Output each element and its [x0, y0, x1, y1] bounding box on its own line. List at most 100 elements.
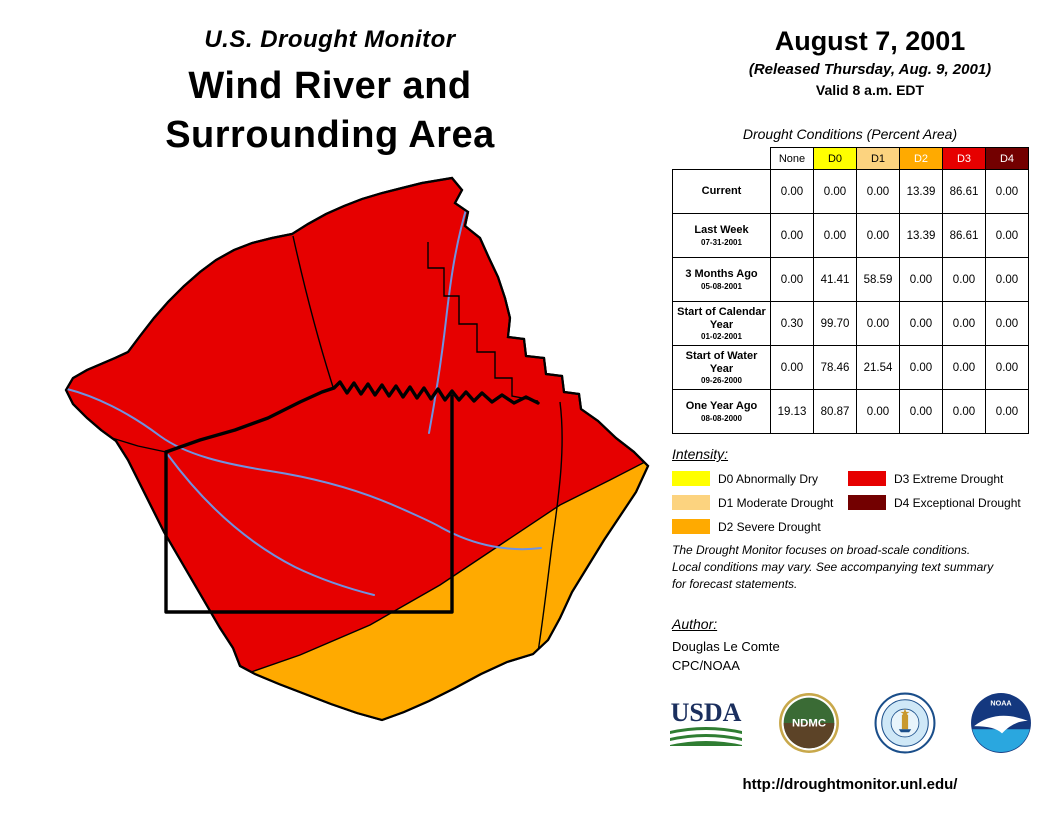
- value-cell: 0.00: [770, 169, 814, 214]
- reservation-boundary-ridge: [164, 380, 540, 454]
- disclaimer-text: The Drought Monitor focuses on broad-sca…: [672, 542, 1040, 592]
- value-cell: 0.00: [942, 257, 986, 302]
- basin-outline: [64, 176, 650, 722]
- row-date: 07-31-2001: [701, 237, 742, 247]
- legend-label: D3 Extreme Drought: [894, 471, 1004, 486]
- legend-label: D1 Moderate Drought: [718, 495, 834, 510]
- basin-boundary: [427, 242, 539, 402]
- d4-swatch: [848, 495, 886, 510]
- value-cell: 78.46: [813, 345, 857, 390]
- value-cell: 0.00: [985, 389, 1029, 434]
- drought-map: [64, 176, 650, 722]
- date-block: August 7, 2001 (Released Thursday, Aug. …: [700, 26, 1040, 98]
- value-cell: 0.00: [856, 213, 900, 258]
- drought-conditions-table: None D0 D1 D2 D3 D4 Current 0.00 0.00 0.…: [672, 147, 1029, 434]
- usda-logo: USDA: [668, 700, 744, 746]
- legend-label: D0 Abnormally Dry: [718, 471, 819, 486]
- table-row-last-week: Last Week 07-31-2001 0.00 0.00 0.00 13.3…: [672, 213, 1029, 258]
- legend-column-right: D3 Extreme Drought D4 Exceptional Drough…: [848, 471, 1021, 543]
- value-cell: 0.00: [942, 345, 986, 390]
- value-cell: 0.00: [899, 257, 943, 302]
- table-corner-cell: [672, 147, 771, 170]
- value-cell: 0.00: [985, 301, 1029, 346]
- released-date: (Released Thursday, Aug. 9, 2001): [748, 61, 992, 78]
- value-cell: 21.54: [856, 345, 900, 390]
- area-title: Wind River and Surrounding Area: [70, 62, 590, 161]
- value-cell: 0.00: [770, 213, 814, 258]
- value-cell: 0.00: [985, 169, 1029, 214]
- row-date: 09-26-2000: [701, 376, 742, 386]
- d2-swatch: [672, 519, 710, 534]
- report-date: August 7, 2001: [774, 26, 966, 56]
- legend-item-d1: D1 Moderate Drought: [672, 495, 848, 510]
- d1-swatch: [672, 495, 710, 510]
- river-lines: [66, 202, 542, 596]
- row-label: Start of Water Year: [685, 349, 758, 375]
- author-block: Author: Douglas Le Comte CPC/NOAA: [672, 616, 1028, 676]
- column-header-d2: D2: [899, 147, 943, 170]
- row-label-cell: Start of Calendar Year 01-02-2001: [672, 301, 771, 346]
- intensity-legend: Intensity: D0 Abnormally Dry D1 Moderate…: [672, 446, 1042, 543]
- table-row-current: Current 0.00 0.00 0.00 13.39 86.61 0.00: [672, 169, 1029, 214]
- column-header-d3: D3: [942, 147, 986, 170]
- reservation-boundary: [164, 380, 540, 614]
- value-cell: 0.00: [899, 345, 943, 390]
- sub-basin-boundaries: [111, 235, 563, 653]
- table-row-start-calendar-year: Start of Calendar Year 01-02-2001 0.30 9…: [672, 301, 1029, 346]
- legend-label: D4 Exceptional Drought: [894, 495, 1021, 510]
- usda-field-bands-icon: [670, 727, 742, 746]
- area-title-line1: Wind River and: [188, 65, 472, 107]
- value-cell: 19.13: [770, 389, 814, 434]
- table-row-3-months-ago: 3 Months Ago 05-08-2001 0.00 41.41 58.59…: [672, 257, 1029, 302]
- value-cell: 99.70: [813, 301, 857, 346]
- row-label-cell: Start of Water Year 09-26-2000: [672, 345, 771, 390]
- row-label-cell: Current: [672, 169, 771, 214]
- value-cell: 0.00: [899, 389, 943, 434]
- table-row-one-year-ago: One Year Ago 08-08-2000 19.13 80.87 0.00…: [672, 389, 1029, 434]
- row-date: 05-08-2001: [701, 281, 742, 291]
- disclaimer-line: The Drought Monitor focuses on broad-sca…: [672, 543, 971, 557]
- d0-swatch: [672, 471, 710, 486]
- agency-logos: USDA NDMC NOAA: [668, 692, 1032, 754]
- monitor-title: U.S. Drought Monitor: [204, 26, 456, 53]
- value-cell: 86.61: [942, 213, 986, 258]
- row-date: 08-08-2000: [701, 413, 742, 423]
- value-cell: 13.39: [899, 169, 943, 214]
- legend-column-left: D0 Abnormally Dry D1 Moderate Drought D2…: [672, 471, 848, 543]
- basin-boundary: [537, 401, 563, 653]
- row-date: 01-02-2001: [701, 332, 742, 342]
- legend-label: D2 Severe Drought: [718, 519, 821, 534]
- noaa-logo: NOAA: [971, 693, 1031, 753]
- disclaimer-line: Local conditions may vary. See accompany…: [672, 559, 994, 574]
- author-title: Author:: [672, 616, 718, 632]
- row-label: Start of Calendar Year: [677, 305, 766, 331]
- row-label: Last Week: [694, 224, 749, 237]
- row-label: 3 Months Ago: [685, 268, 758, 281]
- value-cell: 0.00: [985, 257, 1029, 302]
- basin-boundary: [292, 235, 334, 388]
- value-cell: 13.39: [899, 213, 943, 258]
- value-cell: 0.00: [942, 301, 986, 346]
- area-title-line2: Surrounding Area: [165, 114, 495, 157]
- column-header-d1: D1: [856, 147, 900, 170]
- legend-item-d2: D2 Severe Drought: [672, 519, 848, 534]
- legend-item-d3: D3 Extreme Drought: [848, 471, 1021, 486]
- legend-title: Intensity:: [672, 446, 729, 462]
- map-title-block: U.S. Drought Monitor Wind River and Surr…: [70, 26, 590, 161]
- row-label: Current: [701, 184, 742, 197]
- ndmc-logo: NDMC: [779, 693, 839, 753]
- value-cell: 0.00: [856, 389, 900, 434]
- value-cell: 41.41: [813, 257, 857, 302]
- table-row-start-water-year: Start of Water Year 09-26-2000 0.00 78.4…: [672, 345, 1029, 390]
- value-cell: 0.00: [770, 345, 814, 390]
- monitor-url[interactable]: http://droughtmonitor.unl.edu/: [742, 776, 958, 793]
- value-cell: 0.00: [813, 169, 857, 214]
- valid-time: Valid 8 a.m. EDT: [815, 82, 925, 98]
- ndmc-logo-text: NDMC: [792, 718, 826, 730]
- column-header-d0: D0: [813, 147, 857, 170]
- value-cell: 58.59: [856, 257, 900, 302]
- column-header-d4: D4: [985, 147, 1029, 170]
- river-branch-south: [167, 454, 375, 596]
- wind-river-north: [428, 202, 469, 434]
